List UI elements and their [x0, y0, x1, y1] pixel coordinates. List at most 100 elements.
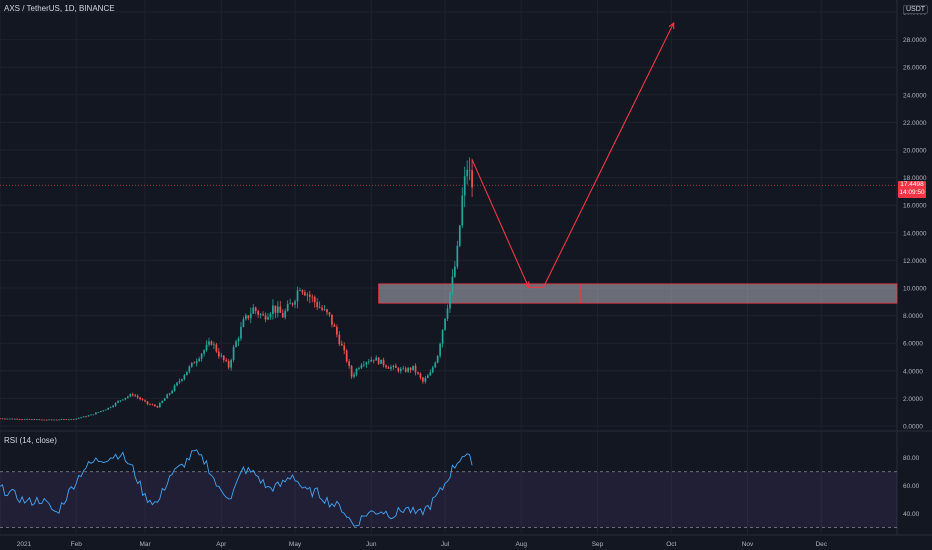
candle-body	[232, 347, 235, 360]
price-tick-label: 4.0000	[903, 368, 923, 375]
candle-body	[301, 290, 304, 293]
candle-body	[181, 379, 183, 381]
candle-body	[186, 371, 188, 376]
candle-body	[456, 245, 459, 267]
candle-body	[331, 314, 333, 325]
candle-body	[335, 326, 338, 335]
candle-body	[454, 266, 456, 277]
candle-body	[404, 368, 407, 372]
candle-body	[240, 326, 242, 339]
candle-body	[294, 301, 296, 305]
rsi-layer	[0, 449, 473, 527]
candle-body	[422, 377, 424, 382]
candle-body	[149, 404, 151, 405]
candle-body	[338, 334, 341, 345]
candle-body	[205, 344, 208, 351]
candle-body	[195, 361, 198, 364]
candle-body	[104, 409, 107, 411]
time-tick-label: Oct	[666, 541, 676, 548]
candle-body	[390, 367, 392, 369]
candle-body	[23, 419, 26, 420]
candle-body	[247, 315, 250, 319]
candle-body	[434, 362, 437, 368]
candle-body	[461, 195, 464, 226]
candle-body	[117, 401, 119, 403]
candle-body	[173, 385, 176, 391]
candle-body	[168, 393, 171, 395]
candle-body	[141, 399, 144, 401]
candle-body	[259, 314, 262, 316]
candle-body	[109, 407, 112, 408]
candle-body	[124, 397, 127, 400]
candle-body	[8, 418, 11, 420]
rsi-line	[0, 449, 473, 527]
candle-body	[466, 169, 469, 177]
candle-body	[215, 344, 218, 352]
candle-body	[107, 407, 110, 410]
currency-button[interactable]: USDT	[903, 5, 929, 14]
candle-body	[463, 176, 466, 196]
candle-body	[291, 303, 294, 305]
candle-body	[122, 399, 124, 401]
candle-body	[26, 418, 28, 420]
candle-body	[235, 341, 237, 348]
candle-body	[249, 313, 252, 319]
rsi-tick-label: 80.00	[903, 455, 920, 462]
time-tick-label: Mar	[139, 541, 151, 548]
candle-body	[323, 309, 326, 311]
candle-body	[18, 419, 21, 421]
candle-body	[28, 418, 31, 420]
candle-body	[178, 380, 181, 383]
candle-body	[257, 311, 260, 315]
candle-body	[85, 416, 87, 418]
candle-body	[267, 317, 269, 320]
time-tick-label: May	[289, 541, 302, 548]
candle-body	[402, 368, 405, 370]
price-tick-label: 10.0000	[903, 286, 927, 293]
candle-body	[350, 365, 353, 377]
candle-body	[208, 341, 210, 345]
candle-body	[468, 169, 471, 171]
candle-body	[163, 398, 166, 401]
candle-body	[136, 395, 139, 398]
time-tick-label: Aug	[515, 541, 527, 548]
candle-body	[146, 401, 149, 405]
last-price-value: 17.4498	[900, 181, 924, 188]
candle-body	[0, 418, 1, 420]
rsi-tick-label: 40.00	[903, 511, 920, 518]
candle-body	[372, 359, 375, 361]
candle-body	[264, 315, 267, 320]
candle-body	[161, 400, 164, 403]
candle-body	[458, 225, 461, 246]
price-tick-label: 16.0000	[903, 203, 927, 210]
candle-body	[4, 418, 6, 420]
candle-body	[227, 361, 230, 368]
up-arrowhead	[668, 21, 675, 29]
candle-body	[222, 355, 225, 360]
price-tick-label: 8.0000	[903, 313, 923, 320]
price-tick-label: 26.0000	[903, 65, 927, 72]
candle-body	[313, 297, 316, 303]
projection-path	[471, 22, 675, 288]
candle-body	[306, 294, 309, 296]
rsi-indicator-title[interactable]: RSI (14, close)	[4, 436, 57, 445]
candle-body	[348, 361, 351, 366]
candle-body	[365, 362, 368, 365]
last-price-tag: 17.4498 14:09:50	[898, 181, 926, 198]
candle-body	[217, 351, 220, 357]
candle-body	[395, 365, 397, 368]
candle-body	[436, 355, 439, 363]
candle-body	[446, 308, 449, 319]
rsi-band-fill	[0, 471, 897, 528]
support-zone-layer[interactable]	[378, 283, 898, 304]
candle-body	[193, 362, 196, 364]
projection-path-layer[interactable]	[471, 21, 675, 289]
down-arrowhead	[523, 281, 530, 289]
candle-body	[326, 309, 328, 313]
candle-body	[158, 402, 161, 408]
candle-body	[6, 418, 9, 420]
candle-body	[417, 372, 419, 374]
candle-body	[471, 170, 473, 188]
candle-body	[99, 411, 102, 413]
